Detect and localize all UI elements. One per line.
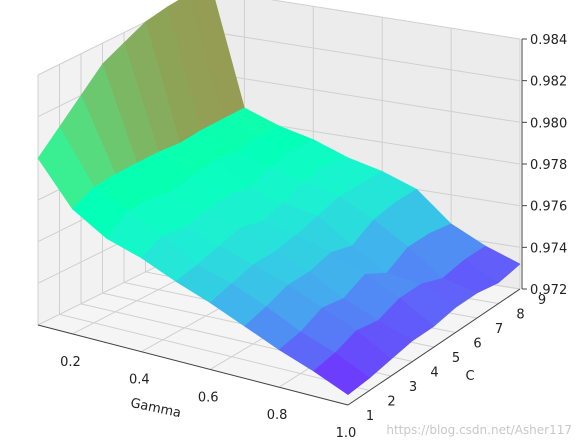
z-tick-label: 0.978 (530, 158, 567, 173)
x-tick-label: 0.8 (267, 408, 288, 423)
y-tick-label: 3 (409, 380, 417, 395)
z-tick-label: 0.974 (530, 241, 567, 256)
y-tick-label: 2 (387, 395, 395, 410)
y-tick-label: 8 (516, 308, 524, 323)
x-axis-line (37, 324, 349, 406)
y-tick-label: 6 (473, 337, 481, 352)
x-axis-label: Gamma (129, 396, 182, 421)
z-tick-label: 0.976 (530, 200, 567, 215)
y-tick-label: 9 (538, 293, 546, 308)
y-tick-label: 7 (495, 322, 503, 337)
surface-mesh (37, 0, 521, 395)
z-grid-line (37, 0, 521, 76)
x-tick-label: 1.0 (336, 426, 357, 441)
z-tick-label: 0.982 (530, 75, 567, 90)
z-tick-label: 0.972 (530, 283, 567, 298)
tick-labels: 0.972 0.974 0.976 0.978 0.980 0.982 0.984 0.2 0.… (60, 33, 567, 441)
surface-patch (313, 352, 370, 395)
z-tick-label: 0.980 (530, 116, 567, 131)
y-tick-label: 4 (430, 366, 438, 381)
z-tick-label: 0.984 (530, 33, 567, 48)
y-axis-label: C (465, 369, 474, 384)
y-tick-label: 5 (452, 351, 460, 366)
x-tick-label: 0.2 (60, 355, 81, 370)
x-tick-label: 0.4 (129, 373, 150, 388)
y-axis-line (347, 288, 521, 406)
x-tick-label: 0.6 (198, 390, 219, 405)
y-tick-label: 1 (366, 409, 374, 424)
watermark-text: https://blog.csdn.net/Asher117 (386, 423, 572, 437)
